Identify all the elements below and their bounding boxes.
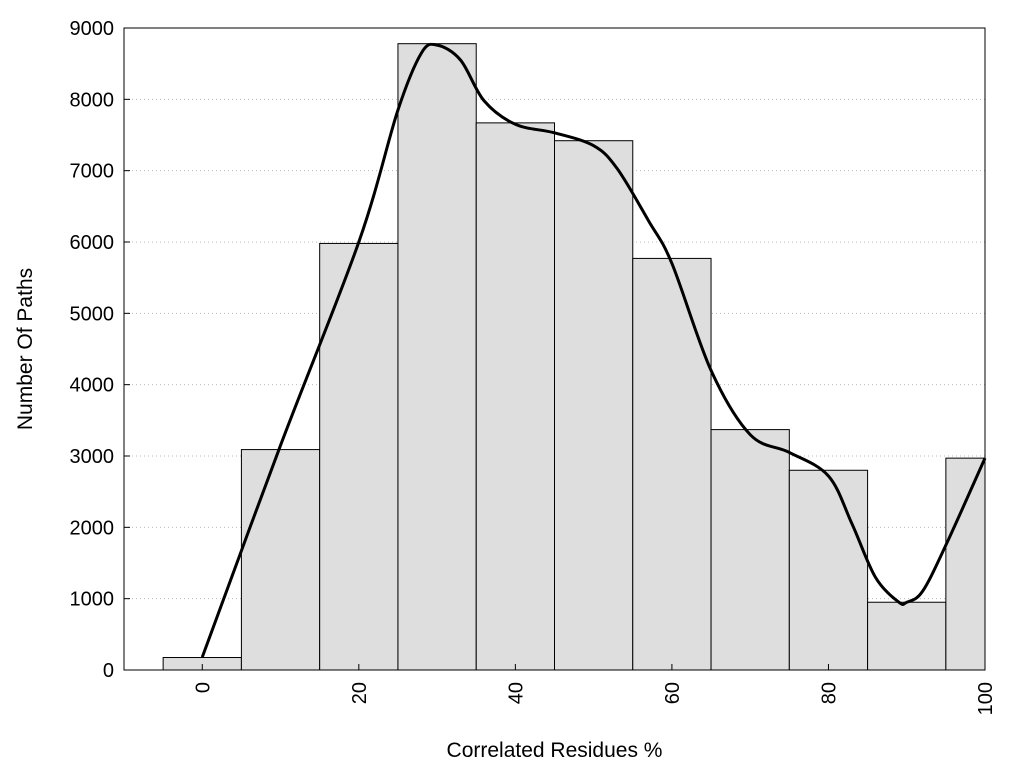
histogram-bar (867, 601, 947, 671)
y-tick-label: 9000 (70, 18, 115, 40)
histogram-bar (945, 457, 986, 671)
histogram-bar (240, 449, 321, 671)
histogram-bar (710, 429, 790, 671)
y-tick-label: 0 (103, 660, 114, 682)
histogram-bar (397, 43, 477, 671)
x-axis-ticks: 0 20 40 60 80 100 (192, 664, 997, 715)
y-tick-label: 8000 (70, 89, 115, 111)
density-curve (200, 42, 987, 658)
x-axis-title: Correlated Residues % (447, 739, 663, 762)
plot-frame (123, 27, 986, 671)
histogram-bar (788, 469, 869, 671)
y-axis-title: Number Of Paths (14, 268, 37, 430)
y-tick-label: 1000 (70, 589, 115, 611)
histogram-bar (319, 242, 399, 671)
histogram-bar (632, 257, 712, 671)
x-tick-label: 20 (349, 682, 371, 704)
y-tick-label: 5000 (70, 303, 115, 325)
histogram-bars (162, 43, 986, 671)
curve-line (200, 42, 987, 658)
x-tick-label: 40 (505, 682, 527, 704)
x-tick-label: 100 (975, 682, 997, 715)
y-tick-label: 4000 (70, 375, 115, 397)
y-tick-label: 7000 (70, 161, 115, 183)
y-tick-label: 2000 (70, 517, 115, 539)
y-axis-ticks: 0 1000 2000 3000 4000 5000 6000 7000 8000 9000 (70, 18, 130, 682)
x-tick-label: 80 (818, 682, 840, 704)
x-tick-label: 60 (662, 682, 684, 704)
histogram-bar (475, 122, 555, 671)
y-tick-label: 6000 (70, 232, 115, 254)
y-tick-label: 3000 (70, 446, 115, 468)
x-tick-label: 0 (192, 682, 214, 693)
histogram-bar (554, 140, 634, 671)
